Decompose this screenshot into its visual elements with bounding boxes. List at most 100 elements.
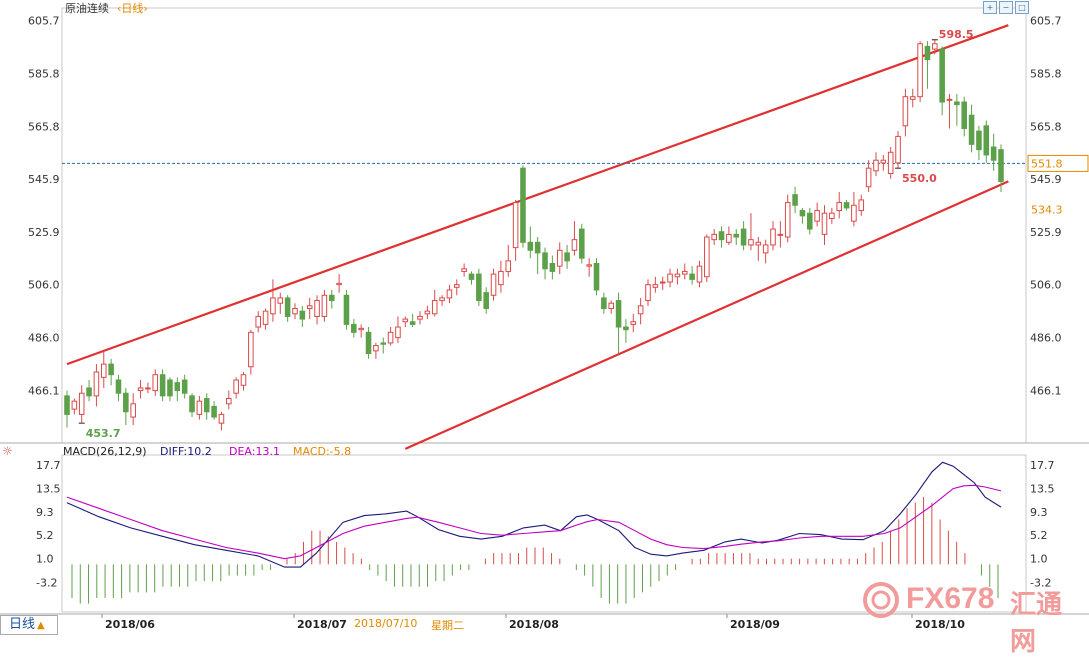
candle-up bbox=[711, 233, 717, 241]
candle-up bbox=[93, 371, 100, 397]
candle-down bbox=[86, 387, 92, 397]
candle-down bbox=[623, 326, 629, 331]
macd-diff-label: DIFF:10.2 bbox=[160, 445, 212, 458]
price-ytick-right: 486.0 bbox=[1030, 332, 1062, 345]
candle-down bbox=[961, 101, 968, 129]
candle-down bbox=[299, 310, 306, 320]
macd-value-label: MACD:-5.8 bbox=[293, 445, 352, 458]
macd-ytick-left: 5.2 bbox=[36, 529, 54, 542]
candle-up bbox=[336, 282, 342, 286]
candle-up bbox=[446, 289, 453, 299]
candle-down bbox=[534, 241, 541, 254]
candle-down bbox=[167, 379, 173, 397]
price-ytick-right: 565.8 bbox=[1030, 120, 1062, 133]
candle-down bbox=[520, 167, 526, 243]
candle-up bbox=[917, 43, 923, 98]
candle-up bbox=[402, 318, 409, 323]
candle-up bbox=[873, 159, 879, 172]
candle-down bbox=[939, 48, 945, 103]
watermark: FX678 汇通网 bbox=[862, 580, 1077, 657]
candle-down bbox=[284, 297, 291, 317]
candle-up bbox=[248, 331, 254, 368]
candle-up bbox=[373, 345, 379, 352]
macd-ytick-left: 9.3 bbox=[36, 506, 54, 519]
channel-lower-label: 534.3 bbox=[1031, 204, 1063, 217]
price-ytick-right: 605.7 bbox=[1030, 15, 1062, 28]
candle-up bbox=[704, 236, 710, 278]
candle-up bbox=[152, 374, 159, 392]
candle-up bbox=[498, 270, 504, 286]
candle-up bbox=[726, 233, 732, 243]
period-tab-label: 日线 bbox=[9, 617, 36, 632]
price-ytick-left: 525.9 bbox=[28, 226, 60, 239]
zoom-out-icon[interactable]: − bbox=[999, 1, 1013, 14]
zoom-in-icon[interactable]: + bbox=[983, 1, 997, 14]
candle-down bbox=[843, 202, 850, 209]
macd-ytick-left: 13.5 bbox=[36, 483, 61, 496]
watermark-brand: FX678 bbox=[906, 582, 995, 615]
candle-down bbox=[549, 262, 556, 272]
candle-up bbox=[895, 135, 901, 164]
period-tab[interactable]: 日线 ▲ bbox=[0, 615, 58, 635]
price-ytick-left: 545.9 bbox=[28, 173, 60, 186]
price-ytick-left: 506.0 bbox=[28, 279, 60, 292]
candle-up bbox=[226, 398, 232, 405]
candle-down bbox=[159, 374, 166, 397]
annotation-label: 598.5 bbox=[939, 28, 974, 41]
candle-down bbox=[64, 395, 70, 415]
symbol-name: 原油连续 bbox=[65, 2, 109, 15]
current-price-box bbox=[1027, 154, 1089, 172]
price-ytick-right: 506.0 bbox=[1030, 279, 1062, 292]
candle-down bbox=[807, 212, 813, 230]
macd-ytick-right: -3.2 bbox=[1030, 576, 1051, 589]
candle-up bbox=[608, 302, 615, 310]
candle-down bbox=[983, 125, 990, 156]
candle-up bbox=[255, 315, 261, 328]
cursor-weekday: 星期二 bbox=[431, 619, 464, 632]
dea-line bbox=[66, 484, 1002, 560]
candle-up bbox=[387, 331, 394, 344]
price-ytick-right: 466.1 bbox=[1030, 384, 1062, 397]
candle-down bbox=[689, 273, 695, 280]
month-label: 2018/09 bbox=[730, 618, 780, 631]
candle-up bbox=[512, 202, 519, 249]
candle-up bbox=[431, 300, 438, 315]
candle-up bbox=[652, 284, 659, 288]
candle-up bbox=[909, 96, 916, 100]
candle-down bbox=[203, 398, 210, 413]
price-ytick-left: 466.1 bbox=[28, 384, 60, 397]
candle-up bbox=[659, 281, 666, 284]
candle-up bbox=[490, 273, 497, 296]
candle-up bbox=[821, 212, 828, 235]
channel-lower-line bbox=[404, 180, 1009, 450]
candle-up bbox=[667, 273, 673, 283]
candle-down bbox=[976, 130, 982, 151]
candle-up bbox=[836, 202, 842, 212]
candle-up bbox=[880, 159, 887, 164]
price-ytick-left: 585.8 bbox=[28, 67, 60, 80]
zoom-reset-icon[interactable]: □ bbox=[1015, 1, 1029, 14]
candle-down bbox=[108, 363, 114, 376]
candle-down bbox=[601, 297, 607, 310]
period-label[interactable]: ‹日线› bbox=[117, 2, 148, 15]
month-label: 2018/10 bbox=[915, 618, 965, 631]
candle-up bbox=[586, 264, 592, 267]
macd-ytick-right: 13.5 bbox=[1030, 483, 1055, 496]
candle-up bbox=[196, 400, 203, 415]
candle-up bbox=[696, 265, 703, 283]
candle-down bbox=[476, 273, 482, 302]
candle-down bbox=[351, 323, 357, 333]
month-label: 2018/08 bbox=[509, 618, 559, 631]
candle-up bbox=[887, 151, 894, 174]
candle-up bbox=[637, 305, 644, 315]
candle-down bbox=[593, 262, 600, 291]
candle-up bbox=[556, 249, 563, 267]
diff-line bbox=[66, 461, 1002, 568]
candle-down bbox=[181, 379, 188, 394]
candle-down bbox=[343, 294, 350, 325]
candle-up bbox=[424, 310, 431, 315]
macd-ytick-left: 1.0 bbox=[36, 553, 54, 566]
macd-indicator-label: MACD(26,12,9) bbox=[63, 445, 147, 458]
indicator-settings-icon[interactable]: ☼ bbox=[2, 444, 13, 458]
candle-down bbox=[954, 101, 960, 106]
